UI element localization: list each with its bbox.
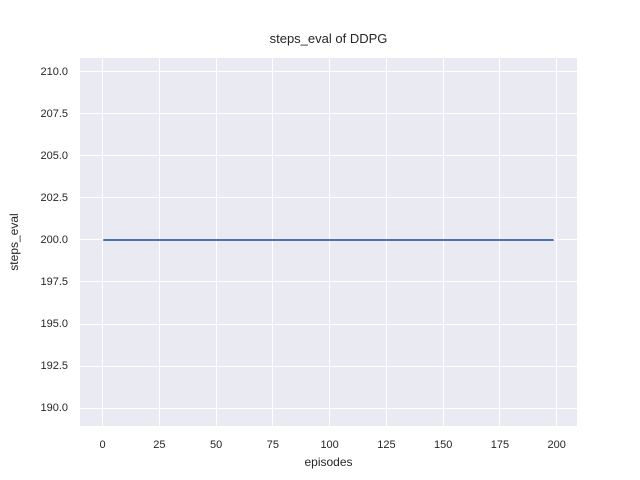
gridline-horizontal — [80, 407, 577, 409]
x-tick-label: 0 — [99, 439, 106, 451]
gridline-horizontal — [80, 71, 577, 73]
y-tick-label: 207.5 — [40, 107, 68, 120]
gridline-horizontal — [80, 197, 577, 199]
gridline-horizontal — [80, 155, 577, 157]
gridline-vertical — [556, 58, 558, 426]
x-axis-label: episodes — [304, 455, 353, 469]
gridline-horizontal — [80, 281, 577, 283]
gridline-vertical — [385, 58, 387, 426]
series-line-ddpg — [102, 238, 555, 241]
chart-title: steps_eval of DDPG — [269, 31, 388, 46]
y-tick-label: 205.0 — [40, 149, 68, 162]
y-tick-label: 210.0 — [40, 65, 68, 78]
gridline-vertical — [102, 58, 104, 426]
y-tick-label: 195.0 — [40, 318, 68, 330]
gridline-vertical — [442, 58, 444, 426]
y-tick-label: 197.5 — [40, 275, 68, 288]
y-tick-label: 200.0 — [40, 233, 68, 246]
gridline-vertical — [215, 58, 217, 426]
x-tick-label: 25 — [153, 439, 166, 451]
gridline-horizontal — [80, 113, 577, 115]
x-tick-label: 175 — [490, 439, 510, 451]
gridline-horizontal — [80, 365, 577, 367]
x-tick-label: 125 — [377, 439, 396, 451]
y-axis-label: steps_eval — [7, 213, 21, 271]
y-tick-label: 192.5 — [40, 360, 68, 372]
x-tick-label: 150 — [433, 439, 453, 451]
gridline-vertical — [499, 58, 501, 426]
gridline-vertical — [158, 58, 160, 426]
gridline-vertical — [272, 58, 274, 426]
plot-area — [80, 58, 577, 426]
gridline-vertical — [329, 58, 331, 426]
x-tick-label: 200 — [547, 439, 566, 451]
x-tick-label: 100 — [320, 439, 339, 451]
y-tick-label: 190.0 — [40, 402, 68, 415]
gridline-horizontal — [80, 323, 577, 325]
y-tick-label: 202.5 — [40, 191, 68, 204]
x-tick-label: 75 — [266, 439, 279, 451]
x-tick-label: 50 — [209, 439, 223, 451]
